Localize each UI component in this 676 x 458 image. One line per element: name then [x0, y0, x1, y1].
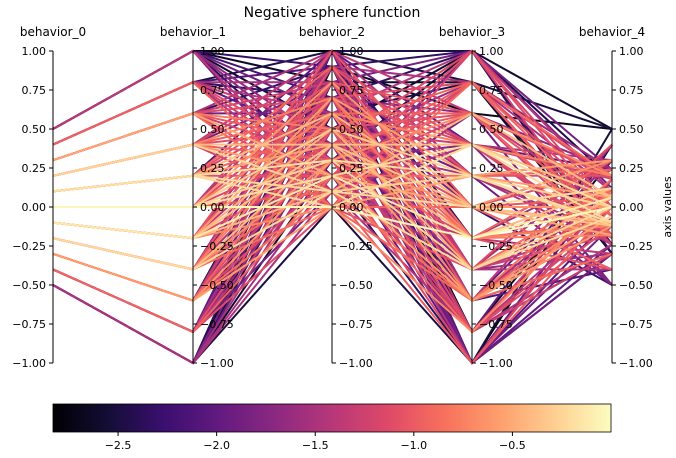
tick-label: −0.50 — [619, 279, 653, 292]
tick-label: 0.25 — [22, 162, 47, 175]
tick-label: 0.50 — [619, 123, 644, 136]
tick-label: 0.50 — [339, 123, 364, 136]
tick-label: −0.25 — [12, 240, 46, 253]
tick-label: −0.75 — [479, 318, 513, 331]
axis-label: behavior_2 — [299, 25, 365, 39]
tick-label: 0.25 — [200, 162, 225, 175]
tick-label: 1.00 — [479, 45, 504, 58]
tick-label: −0.25 — [619, 240, 653, 253]
tick-label: −1.00 — [12, 357, 46, 370]
colorbar-tick-label: −2.0 — [203, 439, 230, 452]
tick-label: 0.50 — [479, 123, 504, 136]
colorbar-ticks: −2.5 −2.0 −1.5 −1.0 −0.5 — [105, 432, 526, 452]
tick-label: −0.75 — [12, 318, 46, 331]
axis-label: behavior_3 — [439, 25, 505, 39]
tick-label: −0.25 — [479, 240, 513, 253]
tick-label: −0.50 — [12, 279, 46, 292]
tick-label: 1.00 — [339, 45, 364, 58]
tick-label: −0.50 — [200, 279, 234, 292]
colorbar-tick-label: −0.5 — [499, 439, 526, 452]
tick-label: −0.25 — [200, 240, 234, 253]
tick-label: 0.75 — [22, 84, 47, 97]
tick-label: −0.50 — [479, 279, 513, 292]
tick-label: 1.00 — [22, 45, 47, 58]
tick-label: −0.75 — [619, 318, 653, 331]
tick-label: −1.00 — [200, 357, 234, 370]
axis-label: behavior_0 — [20, 25, 86, 39]
tick-label: −0.75 — [339, 318, 373, 331]
tick-label: 0.50 — [22, 123, 47, 136]
tick-label: −1.00 — [619, 357, 653, 370]
tick-label: −0.25 — [339, 240, 373, 253]
tick-label: 0.75 — [619, 84, 644, 97]
tick-label: 0.25 — [619, 162, 644, 175]
right-axis-label: axis values — [661, 176, 674, 238]
colorbar — [52, 403, 612, 433]
axis-label: behavior_1 — [160, 25, 226, 39]
tick-label: 0.50 — [200, 123, 225, 136]
tick-label: 0.75 — [339, 84, 364, 97]
colorbar-tick-label: −2.5 — [105, 439, 132, 452]
tick-label: −0.75 — [200, 318, 234, 331]
axis-label: behavior_4 — [579, 25, 645, 39]
axes-group: behavior_0 −1.00 −0.75 −0.50 −0.25 0.00 0.25 0.… — [12, 25, 652, 370]
tick-label: 0.25 — [479, 162, 504, 175]
tick-label: 1.00 — [619, 45, 644, 58]
tick-label: 0.00 — [619, 201, 644, 214]
tick-label: 0.25 — [339, 162, 364, 175]
tick-label: 0.00 — [339, 201, 364, 214]
tick-label: 0.75 — [479, 84, 504, 97]
tick-label: 1.00 — [200, 45, 225, 58]
tick-label: −0.50 — [339, 279, 373, 292]
tick-label: 0.00 — [479, 201, 504, 214]
tick-label: −1.00 — [479, 357, 513, 370]
colorbar-tick-label: −1.5 — [302, 439, 329, 452]
tick-label: 0.00 — [200, 201, 225, 214]
tick-label: −1.00 — [339, 357, 373, 370]
chart-title: Negative sphere function — [244, 5, 421, 21]
tick-label: 0.00 — [22, 201, 47, 214]
colorbar-tick-label: −1.0 — [400, 439, 427, 452]
tick-label: 0.75 — [200, 84, 225, 97]
